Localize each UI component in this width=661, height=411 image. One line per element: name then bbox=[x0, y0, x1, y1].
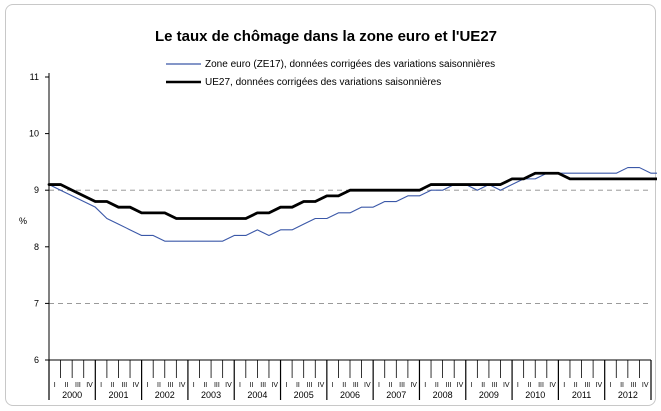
quarter-label: IV bbox=[179, 382, 186, 389]
quarter-label: I bbox=[146, 382, 148, 389]
quarter-label: IV bbox=[549, 382, 556, 389]
quarter-label: III bbox=[75, 382, 81, 389]
legend-label-zone-euro: Zone euro (ZE17), données corrigées des … bbox=[205, 59, 495, 70]
year-label: 2000 bbox=[62, 390, 82, 400]
quarter-label: III bbox=[168, 382, 174, 389]
quarter-label: II bbox=[435, 382, 439, 389]
quarter-label: I bbox=[424, 382, 426, 389]
year-label: 2003 bbox=[201, 390, 221, 400]
quarter-label: II bbox=[481, 382, 485, 389]
chart-frame: Le taux de chômage dans la zone euro et … bbox=[5, 4, 657, 406]
quarter-label: III bbox=[214, 382, 220, 389]
quarter-label: IV bbox=[503, 382, 510, 389]
year-label: 2002 bbox=[155, 390, 175, 400]
series-line-ue27 bbox=[47, 171, 657, 220]
y-tick-label: 11 bbox=[30, 72, 39, 82]
quarter-label: I bbox=[332, 382, 334, 389]
year-label: 2001 bbox=[108, 390, 128, 400]
line-chart: Le taux de chômage dans la zone euro et … bbox=[19, 28, 657, 400]
quarter-label: IV bbox=[410, 382, 417, 389]
quarter-label: I bbox=[378, 382, 380, 389]
chart-title: Le taux de chômage dans la zone euro et … bbox=[155, 28, 497, 45]
year-label: 2011 bbox=[572, 390, 591, 400]
year-label: 2010 bbox=[525, 390, 545, 400]
quarter-label: IV bbox=[271, 382, 278, 389]
quarter-label: III bbox=[492, 382, 498, 389]
quarter-label: II bbox=[64, 382, 68, 389]
legend-label-ue27: UE27, données corrigées des variations s… bbox=[205, 77, 441, 88]
y-tick-label: 9 bbox=[34, 185, 39, 195]
quarter-label: III bbox=[445, 382, 451, 389]
quarter-label: II bbox=[527, 382, 531, 389]
quarter-label: II bbox=[250, 382, 254, 389]
y-tick-label: 7 bbox=[34, 298, 39, 308]
quarter-label: I bbox=[193, 382, 195, 389]
y-axis-label: % bbox=[19, 216, 27, 226]
quarter-label: II bbox=[203, 382, 207, 389]
quarter-label: II bbox=[157, 382, 161, 389]
quarter-label: III bbox=[307, 382, 313, 389]
quarter-label: I bbox=[471, 382, 473, 389]
quarter-label: III bbox=[353, 382, 359, 389]
quarter-label: I bbox=[100, 382, 102, 389]
quarter-label: IV bbox=[457, 382, 464, 389]
year-label: 2005 bbox=[294, 390, 314, 400]
year-label: 2008 bbox=[433, 390, 453, 400]
quarter-label: III bbox=[121, 382, 127, 389]
quarter-label: III bbox=[399, 382, 405, 389]
quarter-label: IV bbox=[596, 382, 603, 389]
quarter-label: III bbox=[631, 382, 637, 389]
quarter-label: II bbox=[620, 382, 624, 389]
year-label: 2012 bbox=[618, 390, 638, 400]
year-label: 2007 bbox=[386, 390, 406, 400]
quarter-label: I bbox=[517, 382, 519, 389]
quarter-label: IV bbox=[642, 382, 649, 389]
quarter-label: IV bbox=[364, 382, 371, 389]
quarter-label: I bbox=[54, 382, 56, 389]
quarter-label: II bbox=[111, 382, 115, 389]
quarter-label: I bbox=[610, 382, 612, 389]
legend: Zone euro (ZE17), données corrigées des … bbox=[166, 59, 495, 88]
quarter-label: I bbox=[285, 382, 287, 389]
quarter-label: II bbox=[389, 382, 393, 389]
y-tick-label: 8 bbox=[34, 242, 39, 252]
quarter-label: I bbox=[239, 382, 241, 389]
quarter-label: III bbox=[584, 382, 590, 389]
year-label: 2004 bbox=[247, 390, 267, 400]
quarter-label: I bbox=[563, 382, 565, 389]
y-tick-label: 6 bbox=[34, 355, 39, 365]
quarter-label: IV bbox=[318, 382, 325, 389]
quarter-label: IV bbox=[133, 382, 140, 389]
quarter-label: IV bbox=[225, 382, 232, 389]
series-line-zone-euro bbox=[48, 167, 657, 242]
quarter-label: II bbox=[342, 382, 346, 389]
quarter-label: II bbox=[296, 382, 300, 389]
year-label: 2006 bbox=[340, 390, 360, 400]
year-label: 2009 bbox=[479, 390, 499, 400]
quarter-label: III bbox=[538, 382, 544, 389]
quarter-label: IV bbox=[86, 382, 93, 389]
quarter-label: II bbox=[574, 382, 578, 389]
quarter-label: III bbox=[260, 382, 266, 389]
y-tick-label: 10 bbox=[29, 129, 39, 139]
